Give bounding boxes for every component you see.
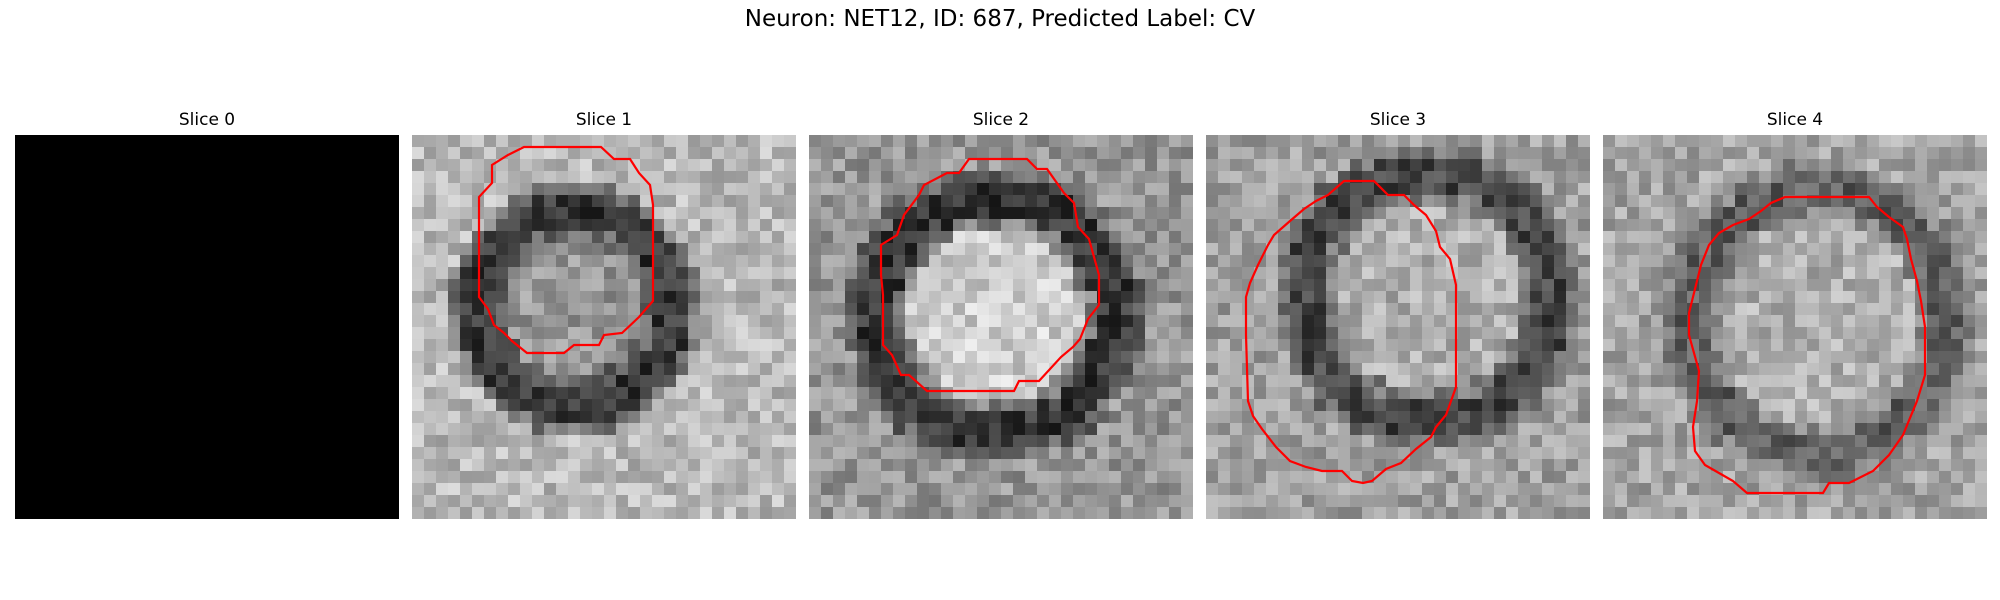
- slice-title-1: Slice 1: [575, 110, 633, 130]
- slice-image-4: [1603, 135, 1987, 519]
- slice-image-2: [809, 135, 1193, 519]
- slice-3-pixels: [1206, 135, 1590, 519]
- slice-title-2: Slice 2: [972, 110, 1030, 130]
- slice-4-pixels: [1603, 135, 1987, 519]
- slice-image-3: [1206, 135, 1590, 519]
- slice-4-contour: [1687, 195, 1927, 495]
- slice-0-background: [15, 135, 399, 519]
- slice-2-contour: [879, 157, 1101, 393]
- slice-image-1: [412, 135, 796, 519]
- slice-1-pixels: [412, 135, 796, 519]
- slice-3-contour: [1244, 179, 1458, 485]
- slice-image-0: [15, 135, 399, 519]
- slice-title-4: Slice 4: [1766, 110, 1824, 130]
- slice-title-0: Slice 0: [178, 110, 236, 130]
- slice-1-contour: [477, 145, 655, 355]
- slice-2-pixels: [809, 135, 1193, 519]
- figure-title: Neuron: NET12, ID: 687, Predicted Label:…: [744, 6, 1256, 32]
- slice-title-3: Slice 3: [1369, 110, 1427, 130]
